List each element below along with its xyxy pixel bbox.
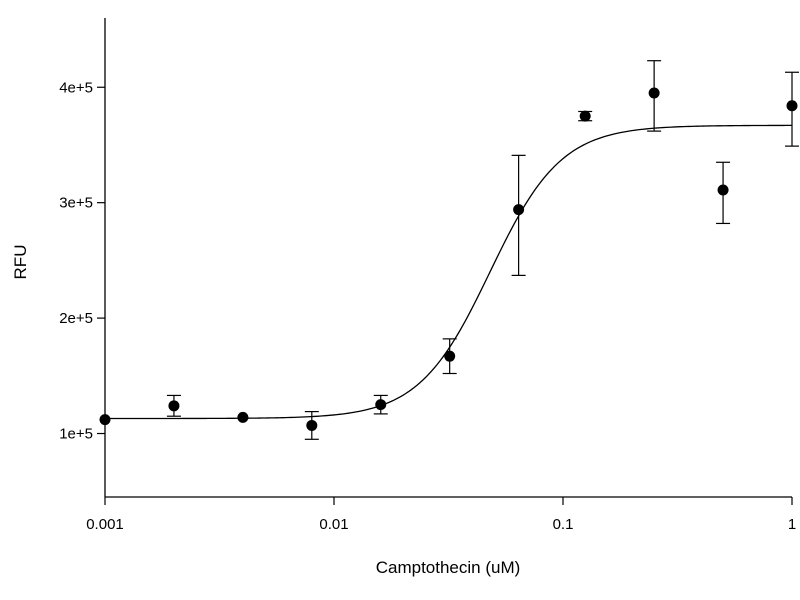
- data-point: [717, 184, 729, 196]
- x-axis-label: Camptothecin (uM): [376, 558, 521, 577]
- error-bars-layer: [166, 60, 799, 440]
- data-points-layer: [99, 87, 798, 431]
- y-tick-label: 1e+5: [59, 426, 93, 443]
- data-point: [237, 411, 249, 423]
- data-point: [168, 400, 180, 412]
- data-point: [99, 414, 111, 426]
- fit-curve-layer: [105, 124, 793, 420]
- x-axis-ticks: 0.001 0.01 0.1 1: [86, 497, 796, 533]
- x-tick-label: 1: [788, 516, 796, 533]
- data-point: [786, 100, 798, 112]
- x-tick-label: 0.001: [86, 516, 124, 533]
- axes: [104, 18, 792, 498]
- fit-curve: [105, 124, 793, 420]
- x-tick-label: 0.01: [319, 516, 348, 533]
- data-point: [513, 204, 525, 216]
- y-axis-label: RFU: [11, 245, 30, 280]
- y-axis-ticks: 1e+5 2e+5 3e+5 4e+5: [59, 79, 105, 443]
- data-point: [648, 87, 660, 99]
- data-point: [375, 399, 387, 411]
- data-point: [306, 419, 318, 431]
- y-tick-label: 3e+5: [59, 195, 93, 212]
- x-tick-label: 0.1: [553, 516, 574, 533]
- y-tick-label: 2e+5: [59, 310, 93, 327]
- y-tick-label: 4e+5: [59, 79, 93, 96]
- data-point: [444, 350, 456, 362]
- data-point: [579, 110, 591, 122]
